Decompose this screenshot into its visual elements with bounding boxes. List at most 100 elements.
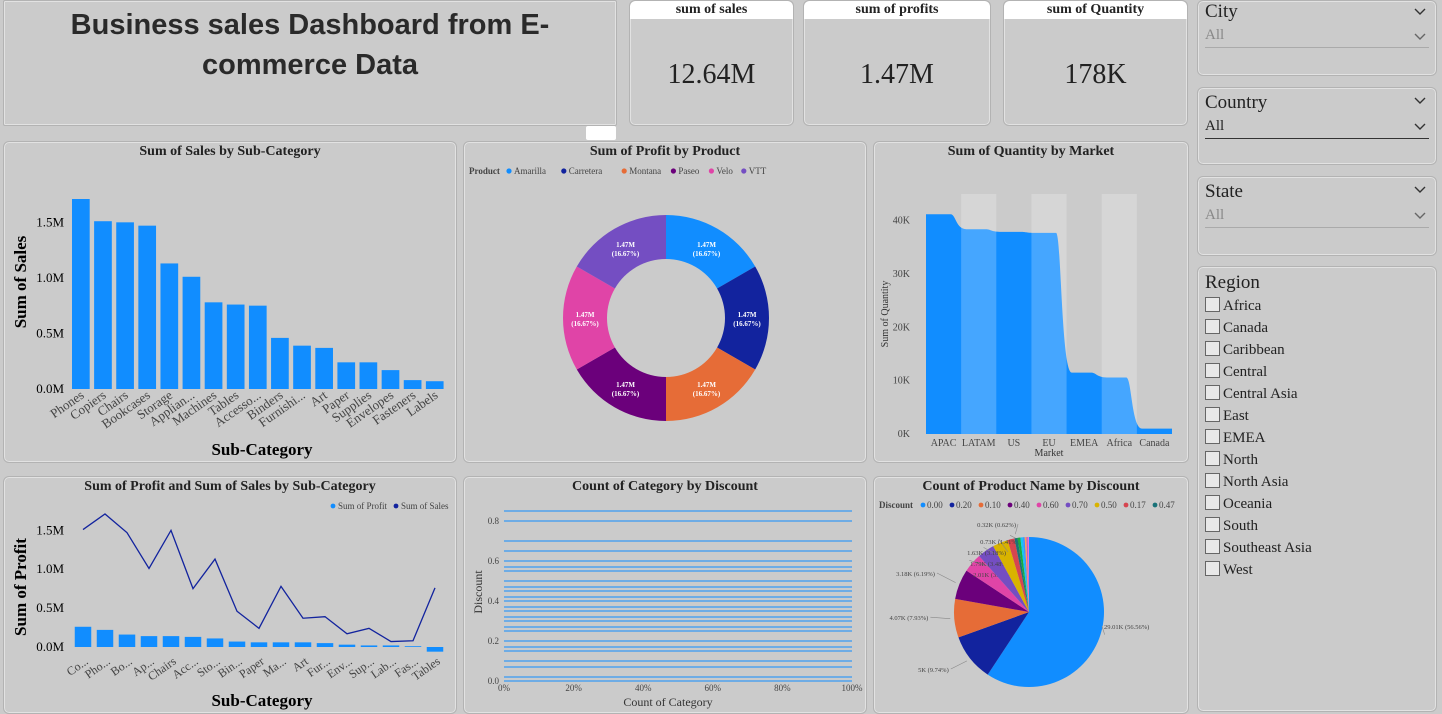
checkbox[interactable] — [1205, 429, 1220, 444]
slicer-value[interactable]: All — [1205, 118, 1429, 139]
checkbox[interactable] — [1205, 517, 1220, 532]
region-option[interactable]: Southeast Asia — [1205, 539, 1312, 559]
data-label: (16.67%) — [571, 320, 599, 328]
legend-marker — [670, 168, 676, 174]
donut-slice — [576, 215, 666, 289]
pie-slice — [1020, 537, 1029, 612]
region-option[interactable]: East — [1205, 407, 1249, 427]
y-axis-title: Sum of Sales — [11, 235, 30, 328]
checkbox[interactable] — [1205, 407, 1220, 422]
slicer-value[interactable]: All — [1205, 207, 1429, 228]
y-tick-label: 1.0M — [36, 270, 64, 285]
chevron-down-icon[interactable] — [1414, 95, 1426, 107]
data-label: (16.67%) — [693, 250, 721, 258]
band-highlight — [1031, 194, 1067, 434]
bar — [228, 641, 246, 647]
pie-slice — [958, 612, 1029, 675]
quantity-by-market-chart: Sum of Quantity by Market 0K 10K 20K 30K 40K… — [873, 141, 1189, 463]
sales-by-subcategory-chart: Sum of Sales by Sub-Category 0.0M 0.5M 1.0… — [3, 141, 457, 463]
legend-label: 0.70 — [1072, 500, 1088, 510]
legend-marker — [920, 502, 926, 508]
y-tick-label: 30K — [893, 269, 911, 280]
chevron-down-icon[interactable] — [1414, 184, 1426, 196]
legend-label: Sum of Profit — [338, 501, 388, 511]
legend-label: 0.50 — [1101, 500, 1117, 510]
checkbox[interactable] — [1205, 297, 1220, 312]
checkbox[interactable] — [1205, 473, 1220, 488]
region-option-label: Caribbean — [1223, 342, 1285, 358]
legend-marker — [330, 503, 336, 509]
data-label: 1.47M — [738, 311, 757, 319]
legend-title: Product — [469, 166, 500, 176]
checkbox[interactable] — [1205, 539, 1220, 554]
slicer-value[interactable]: All — [1205, 27, 1429, 48]
bar — [204, 302, 223, 389]
pie-slice — [979, 546, 1029, 612]
chevron-down-icon[interactable] — [1414, 210, 1426, 222]
leader-line — [930, 616, 951, 619]
x-tick-label: Canada — [1139, 438, 1170, 449]
region-option[interactable]: North Asia — [1205, 473, 1288, 493]
y-tick-label: 0.2 — [488, 636, 499, 646]
bar — [138, 225, 157, 389]
slicer-label: State — [1205, 181, 1243, 202]
checkbox[interactable] — [1205, 451, 1220, 466]
donut-slice — [666, 215, 756, 289]
legend-marker — [708, 168, 714, 174]
checkbox[interactable] — [1205, 341, 1220, 356]
donut-slice — [717, 266, 769, 370]
checkbox[interactable] — [1205, 319, 1220, 334]
city-slicer[interactable]: City All — [1197, 0, 1437, 76]
region-option[interactable]: West — [1205, 561, 1253, 581]
sales-line — [82, 513, 436, 643]
x-tick-label: 80% — [774, 683, 791, 693]
bar — [118, 634, 136, 647]
chart-title: Sum of Profit and Sum of Sales by Sub-Ca… — [84, 479, 376, 494]
region-option-label: Canada — [1223, 320, 1268, 336]
region-option[interactable]: Central — [1205, 363, 1267, 383]
checkbox[interactable] — [1205, 495, 1220, 510]
chevron-down-icon[interactable] — [1414, 31, 1426, 43]
region-option[interactable]: Canada — [1205, 319, 1268, 339]
chevron-down-icon[interactable] — [1414, 6, 1426, 18]
region-option[interactable]: Africa — [1205, 297, 1261, 317]
legend-label: 0.00 — [927, 500, 943, 510]
region-option[interactable]: South — [1205, 517, 1258, 537]
bar — [315, 347, 333, 389]
profit-and-sales-chart: Sum of Profit and Sum of Sales by Sub-Ca… — [3, 476, 457, 714]
data-label: (16.67%) — [612, 250, 640, 258]
donut-slice — [576, 347, 666, 421]
data-label: (16.67%) — [693, 390, 721, 398]
region-option-label: East — [1223, 408, 1249, 424]
region-option[interactable]: EMEA — [1205, 429, 1266, 449]
checkbox[interactable] — [1205, 385, 1220, 400]
y-axis-title: Discount — [471, 570, 485, 614]
chevron-down-icon[interactable] — [1414, 121, 1426, 133]
pie-slice — [1024, 537, 1029, 612]
slicer-label: Country — [1205, 92, 1268, 113]
slicer-label: Region — [1205, 272, 1260, 293]
kpi-value: 1.47M — [860, 59, 934, 90]
checkbox[interactable] — [1205, 363, 1220, 378]
country-slicer[interactable]: Country All — [1197, 87, 1437, 165]
x-axis-title: Market — [1035, 448, 1064, 459]
region-option[interactable]: Caribbean — [1205, 341, 1285, 361]
category-by-discount-chart: Count of Category by Discount 0.0 0.2 0.4 0… — [463, 476, 867, 714]
state-slicer[interactable]: State All — [1197, 176, 1437, 256]
legend-marker — [1036, 502, 1042, 508]
pie-slice — [987, 537, 1104, 687]
focus-mode-button[interactable] — [586, 126, 616, 140]
region-option[interactable]: Central Asia — [1205, 385, 1298, 405]
checkbox[interactable] — [1205, 561, 1220, 576]
legend-marker — [741, 168, 747, 174]
dashboard-title-box: Business sales Dashboard from E-commerce… — [3, 0, 617, 126]
region-option[interactable]: Oceania — [1205, 495, 1272, 515]
region-slicer: Region Africa Canada Caribbean Central Centr… — [1197, 266, 1437, 712]
data-label: 1.47M — [697, 381, 716, 389]
leader-line — [936, 572, 956, 583]
chart-title: Sum of Quantity by Market — [947, 144, 1115, 159]
bar — [250, 642, 268, 647]
region-option[interactable]: North — [1205, 451, 1258, 471]
region-option-label: Oceania — [1223, 496, 1273, 512]
legend-marker — [949, 502, 955, 508]
